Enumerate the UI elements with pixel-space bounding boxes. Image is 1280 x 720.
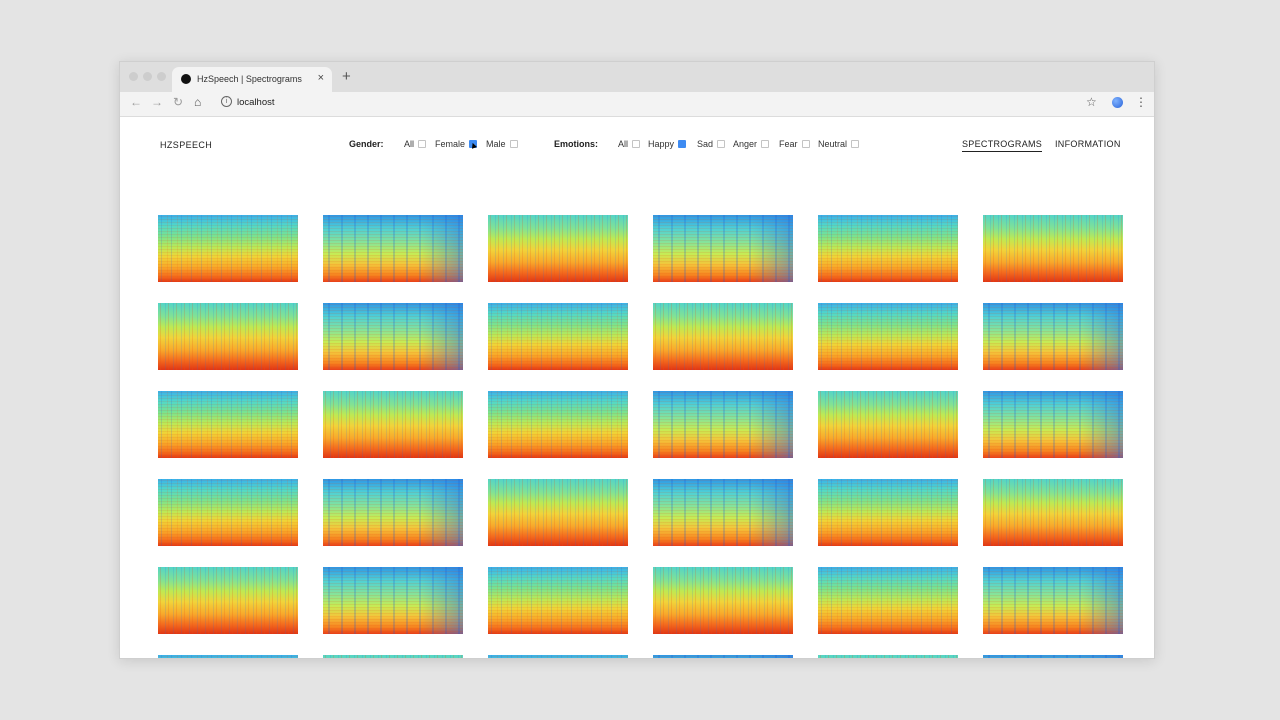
tab-close-icon[interactable]: × xyxy=(317,72,324,84)
gender-female-checkbox[interactable] xyxy=(469,139,478,148)
browser-window: HzSpeech | Spectrograms × + ← → ↻ ⌂ i lo… xyxy=(119,61,1155,659)
forward-arrow-icon[interactable]: → xyxy=(151,95,163,109)
mouse-cursor-icon: ▲ xyxy=(467,138,480,152)
spectrogram-thumbnail[interactable] xyxy=(488,479,628,546)
emotion-option-label: Happy xyxy=(648,139,675,149)
gender-male-checkbox[interactable] xyxy=(509,139,518,148)
emotion-option-happy[interactable]: Happy xyxy=(648,139,687,149)
browser-tab[interactable]: HzSpeech | Spectrograms × xyxy=(172,67,332,92)
brand-logo[interactable]: HZSPEECH xyxy=(160,140,213,150)
spectrogram-thumbnail[interactable] xyxy=(653,391,793,458)
reload-icon[interactable]: ↻ xyxy=(173,95,184,109)
gender-all-checkbox[interactable] xyxy=(418,139,427,148)
emotion-neutral-checkbox[interactable] xyxy=(851,139,860,148)
spectrogram-thumbnail[interactable] xyxy=(653,567,793,634)
spectrogram-thumbnail[interactable] xyxy=(323,303,463,370)
spectrogram-thumbnail[interactable] xyxy=(158,391,298,458)
tab-title: HzSpeech | Spectrograms xyxy=(197,74,302,84)
tab-favicon-icon xyxy=(181,74,191,84)
spectrogram-thumbnail[interactable] xyxy=(323,567,463,634)
emotions-label: Emotions: xyxy=(554,139,598,149)
spectrogram-thumbnail[interactable] xyxy=(488,303,628,370)
spectrogram-thumbnail[interactable] xyxy=(653,303,793,370)
spectrogram-thumbnail[interactable] xyxy=(983,215,1123,282)
gender-label: Gender: xyxy=(349,139,384,149)
window-minimize-dot[interactable] xyxy=(143,72,152,81)
spectrogram-thumbnail[interactable] xyxy=(323,215,463,282)
emotion-option-fear[interactable]: Fear xyxy=(779,139,810,149)
spectrogram-thumbnail[interactable] xyxy=(983,391,1123,458)
emotion-option-label: Anger xyxy=(733,139,758,149)
emotion-option-neutral[interactable]: Neutral xyxy=(818,139,860,149)
spectrogram-thumbnail[interactable] xyxy=(488,215,628,282)
gender-option-label: All xyxy=(404,139,415,149)
emotion-all-checkbox[interactable] xyxy=(632,139,641,148)
spectrogram-thumbnail[interactable] xyxy=(818,391,958,458)
spectrogram-thumbnail[interactable] xyxy=(983,567,1123,634)
emotion-option-anger[interactable]: Anger xyxy=(733,139,770,149)
back-arrow-icon[interactable]: ← xyxy=(130,95,142,109)
spectrogram-thumbnail[interactable] xyxy=(818,567,958,634)
emotion-option-sad[interactable]: Sad xyxy=(697,139,726,149)
spectrogram-thumbnail[interactable] xyxy=(818,215,958,282)
spectrogram-thumbnail[interactable] xyxy=(158,215,298,282)
spectrogram-thumbnail[interactable] xyxy=(323,479,463,546)
spectrogram-thumbnail[interactable] xyxy=(818,479,958,546)
page-content: HZSPEECH Gender: All Female Male Emotion… xyxy=(120,117,1154,658)
nav-information[interactable]: INFORMATION xyxy=(1055,139,1121,149)
star-icon[interactable]: ☆ xyxy=(1086,95,1097,109)
spectrogram-thumbnail[interactable] xyxy=(818,655,958,658)
profile-avatar-icon[interactable] xyxy=(1112,97,1123,108)
spectrogram-thumbnail[interactable] xyxy=(653,215,793,282)
spectrogram-thumbnail[interactable] xyxy=(818,303,958,370)
gender-option-all[interactable]: All xyxy=(404,139,427,149)
emotion-happy-checkbox[interactable] xyxy=(678,139,687,148)
gender-option-label: Female xyxy=(435,139,466,149)
more-vert-icon[interactable]: ⋮ xyxy=(1135,95,1147,109)
spectrogram-thumbnail[interactable] xyxy=(983,655,1123,658)
spectrogram-thumbnail[interactable] xyxy=(158,655,298,658)
spectrogram-thumbnail[interactable] xyxy=(323,655,463,658)
spectrogram-thumbnail[interactable] xyxy=(323,391,463,458)
gender-option-male[interactable]: Male xyxy=(486,139,518,149)
emotion-option-label: Sad xyxy=(697,139,714,149)
emotion-anger-checkbox[interactable] xyxy=(761,139,770,148)
gender-option-label: Male xyxy=(486,139,506,149)
emotion-sad-checkbox[interactable] xyxy=(717,139,726,148)
window-zoom-dot[interactable] xyxy=(157,72,166,81)
spectrogram-thumbnail[interactable] xyxy=(488,567,628,634)
tab-strip: HzSpeech | Spectrograms × + xyxy=(120,62,1154,92)
emotion-option-label: Fear xyxy=(779,139,798,149)
spectrogram-thumbnail[interactable] xyxy=(158,567,298,634)
emotion-option-label: All xyxy=(618,139,629,149)
address-bar[interactable]: localhost xyxy=(237,97,275,108)
emotion-fear-checkbox[interactable] xyxy=(801,139,810,148)
spectrogram-thumbnail[interactable] xyxy=(983,479,1123,546)
spectrogram-thumbnail[interactable] xyxy=(488,391,628,458)
spectrogram-thumbnail[interactable] xyxy=(158,303,298,370)
info-icon[interactable]: i xyxy=(221,96,232,107)
emotion-option-label: Neutral xyxy=(818,139,848,149)
spectrogram-thumbnail[interactable] xyxy=(158,479,298,546)
gender-option-female[interactable]: Female xyxy=(435,139,478,149)
home-icon[interactable]: ⌂ xyxy=(194,95,202,109)
emotion-option-all[interactable]: All xyxy=(618,139,641,149)
window-close-dot[interactable] xyxy=(129,72,138,81)
spectrogram-thumbnail[interactable] xyxy=(488,655,628,658)
new-tab-button[interactable]: + xyxy=(342,68,351,85)
spectrogram-thumbnail[interactable] xyxy=(653,479,793,546)
spectrogram-thumbnail[interactable] xyxy=(653,655,793,658)
spectrogram-thumbnail[interactable] xyxy=(983,303,1123,370)
browser-toolbar: ← → ↻ ⌂ i localhost ☆ ⋮ xyxy=(120,92,1154,117)
nav-spectrograms[interactable]: SPECTROGRAMS xyxy=(962,139,1043,152)
